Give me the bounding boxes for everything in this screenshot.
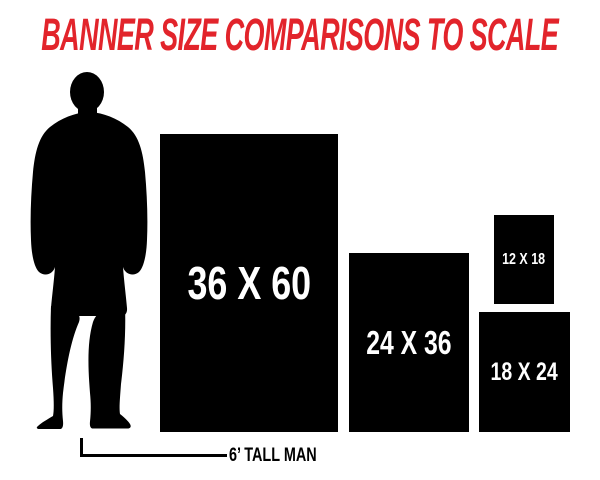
banner-18x24-label: 18 X 24 bbox=[490, 357, 559, 386]
page-title-text: BANNER SIZE COMPARISONS TO SCALE bbox=[41, 9, 559, 60]
banner-36x60: 36 X 60 bbox=[160, 134, 338, 432]
page-title: BANNER SIZE COMPARISONS TO SCALE bbox=[0, 9, 600, 60]
banner-36x60-label: 36 X 60 bbox=[187, 257, 311, 309]
banner-12x18-label: 12 X 18 bbox=[502, 250, 546, 268]
banner-24x36-label: 24 X 36 bbox=[366, 323, 452, 361]
scale-bracket-horizontal-line bbox=[80, 454, 227, 457]
banner-18x24: 18 X 24 bbox=[479, 312, 570, 432]
tall-man-label-text: 6’ TALL MAN bbox=[229, 445, 317, 466]
tall-man-label: 6’ TALL MAN bbox=[229, 445, 344, 467]
banner-12x18: 12 X 18 bbox=[494, 215, 554, 304]
scale-bracket-vertical-line bbox=[80, 438, 83, 457]
banner-24x36: 24 X 36 bbox=[349, 253, 469, 432]
man-silhouette-icon bbox=[30, 72, 148, 429]
